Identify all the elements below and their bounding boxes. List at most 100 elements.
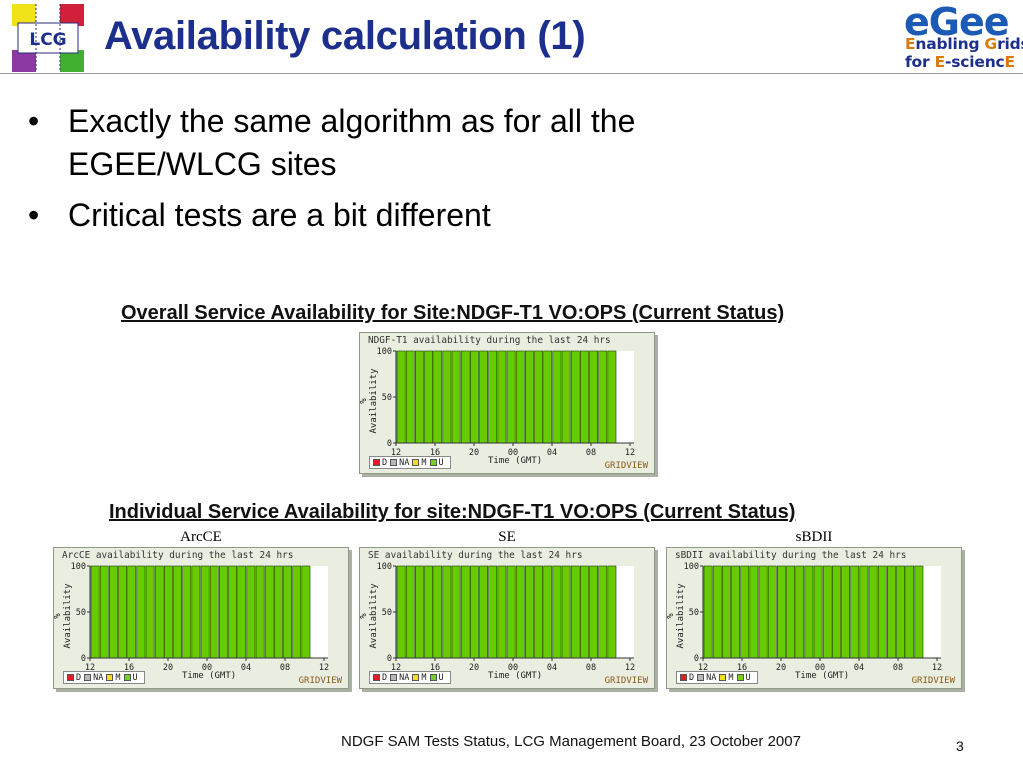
x-tick-label: 16 bbox=[124, 663, 134, 673]
availability-bar bbox=[405, 350, 415, 444]
availability-bar bbox=[497, 350, 507, 444]
availability-bar bbox=[561, 350, 571, 444]
legend-label: D bbox=[382, 672, 388, 683]
availability-bar bbox=[479, 350, 488, 444]
legend-item: NA bbox=[390, 673, 409, 683]
y-tick-label: 50 bbox=[382, 393, 392, 403]
legend-item: U bbox=[123, 673, 138, 683]
legend-label: M bbox=[728, 672, 734, 683]
legend-swatch bbox=[719, 674, 727, 681]
legend-swatch bbox=[429, 674, 437, 681]
availability-bar bbox=[598, 350, 608, 444]
legend-swatch bbox=[429, 459, 437, 466]
availability-bar bbox=[209, 565, 219, 659]
chart-title: NDGF-T1 availability during the last 24 … bbox=[368, 335, 611, 346]
legend-item: D bbox=[680, 673, 694, 683]
availability-bar bbox=[460, 350, 470, 444]
egee-line2-part: for bbox=[905, 53, 935, 71]
x-tick-label: 12 bbox=[85, 663, 95, 673]
legend-label: D bbox=[76, 672, 82, 683]
availability-bar bbox=[164, 565, 173, 659]
availability-bar bbox=[515, 350, 525, 444]
chart-xlabel: Time (GMT) bbox=[795, 671, 850, 681]
availability-bar bbox=[607, 350, 617, 444]
legend-item: NA bbox=[390, 458, 409, 468]
x-tick-label: 12 bbox=[625, 448, 635, 458]
egee-line2-part: E bbox=[934, 53, 946, 71]
availability-bar bbox=[534, 350, 543, 444]
availability-bar bbox=[301, 565, 311, 659]
title-divider bbox=[0, 73, 1023, 74]
legend-swatch bbox=[106, 674, 114, 681]
chart-panel-arcce: ArcCE availability during the last 24 hr… bbox=[53, 547, 349, 689]
service-name-arcce: ArcCE bbox=[180, 529, 222, 545]
egee-line1-part: E bbox=[905, 35, 916, 53]
availability-bar bbox=[552, 565, 562, 659]
availability-bar bbox=[822, 565, 832, 659]
availability-bar bbox=[740, 565, 750, 659]
x-tick-label: 04 bbox=[547, 663, 557, 673]
chart-xlabel: Time (GMT) bbox=[182, 671, 237, 681]
legend-label: NA bbox=[706, 672, 717, 683]
availability-bar bbox=[118, 565, 127, 659]
legend-item: M bbox=[412, 673, 427, 683]
y-tick-label: 100 bbox=[377, 562, 392, 572]
legend-item: D bbox=[67, 673, 81, 683]
egee-line2-part: -scienc bbox=[945, 53, 1005, 71]
bullet-glyph: • bbox=[28, 197, 40, 233]
chart-legend: D NA M U bbox=[369, 456, 451, 469]
availability-bar bbox=[451, 565, 461, 659]
availability-bar bbox=[292, 565, 302, 659]
legend-item: U bbox=[429, 673, 444, 683]
availability-bar bbox=[877, 565, 887, 659]
availability-bar bbox=[731, 565, 740, 659]
availability-bar bbox=[543, 350, 553, 444]
availability-bar bbox=[109, 565, 118, 659]
availability-bar bbox=[90, 565, 100, 659]
availability-bar bbox=[255, 565, 265, 659]
availability-bar bbox=[200, 565, 210, 659]
legend-item: M bbox=[106, 672, 121, 683]
x-tick-label: 12 bbox=[391, 448, 401, 458]
x-tick-label: 12 bbox=[932, 663, 942, 673]
bullet-list: • Exactly the same algorithm as for all … bbox=[28, 100, 828, 245]
availability-bar bbox=[580, 565, 589, 659]
availability-bar bbox=[497, 565, 507, 659]
availability-bar bbox=[868, 565, 878, 659]
overall-availability-heading: Overall Service Availability for Site:ND… bbox=[121, 302, 785, 324]
legend-label: M bbox=[115, 672, 121, 683]
availability-bar bbox=[283, 565, 292, 659]
availability-bar bbox=[506, 565, 516, 659]
legend-item: M bbox=[412, 458, 427, 468]
availability-bar bbox=[488, 565, 498, 659]
availability-bar bbox=[127, 565, 137, 659]
y-tick-label: 50 bbox=[689, 608, 699, 618]
availability-bar bbox=[703, 565, 713, 659]
availability-bar bbox=[470, 350, 479, 444]
chart-plot: 0 50 100 12 16 20 00 04 08 12 bbox=[377, 347, 635, 458]
availability-bar bbox=[525, 565, 534, 659]
y-tick-label: 100 bbox=[71, 562, 86, 572]
chart-legend: D NA M U bbox=[369, 671, 451, 684]
egee-logo-line1: Enabling Grids bbox=[905, 35, 1023, 53]
availability-bar bbox=[460, 565, 470, 659]
availability-bar bbox=[722, 565, 731, 659]
availability-bar bbox=[905, 565, 915, 659]
egee-logo-line2: for E-sciencE bbox=[905, 53, 1015, 71]
x-tick-label: 08 bbox=[586, 448, 596, 458]
chart-title: sBDII availability during the last 24 hr… bbox=[675, 550, 907, 561]
x-tick-label: 16 bbox=[737, 663, 747, 673]
availability-bar bbox=[534, 565, 543, 659]
egee-logo: eGee Enabling Grids for E-sciencE bbox=[900, 0, 1023, 74]
chart-title: SE availability during the last 24 hrs bbox=[368, 550, 583, 561]
legend-swatch bbox=[123, 674, 131, 681]
availability-bar bbox=[433, 350, 443, 444]
y-tick-label: 50 bbox=[382, 608, 392, 618]
legend-item: U bbox=[736, 673, 751, 683]
egee-line1-part: nabling bbox=[915, 35, 985, 53]
legend-swatch bbox=[373, 459, 380, 466]
chart-title: ArcCE availability during the last 24 hr… bbox=[62, 550, 294, 561]
availability-bar bbox=[506, 350, 516, 444]
availability-bar bbox=[488, 350, 498, 444]
legend-label: U bbox=[438, 457, 444, 468]
